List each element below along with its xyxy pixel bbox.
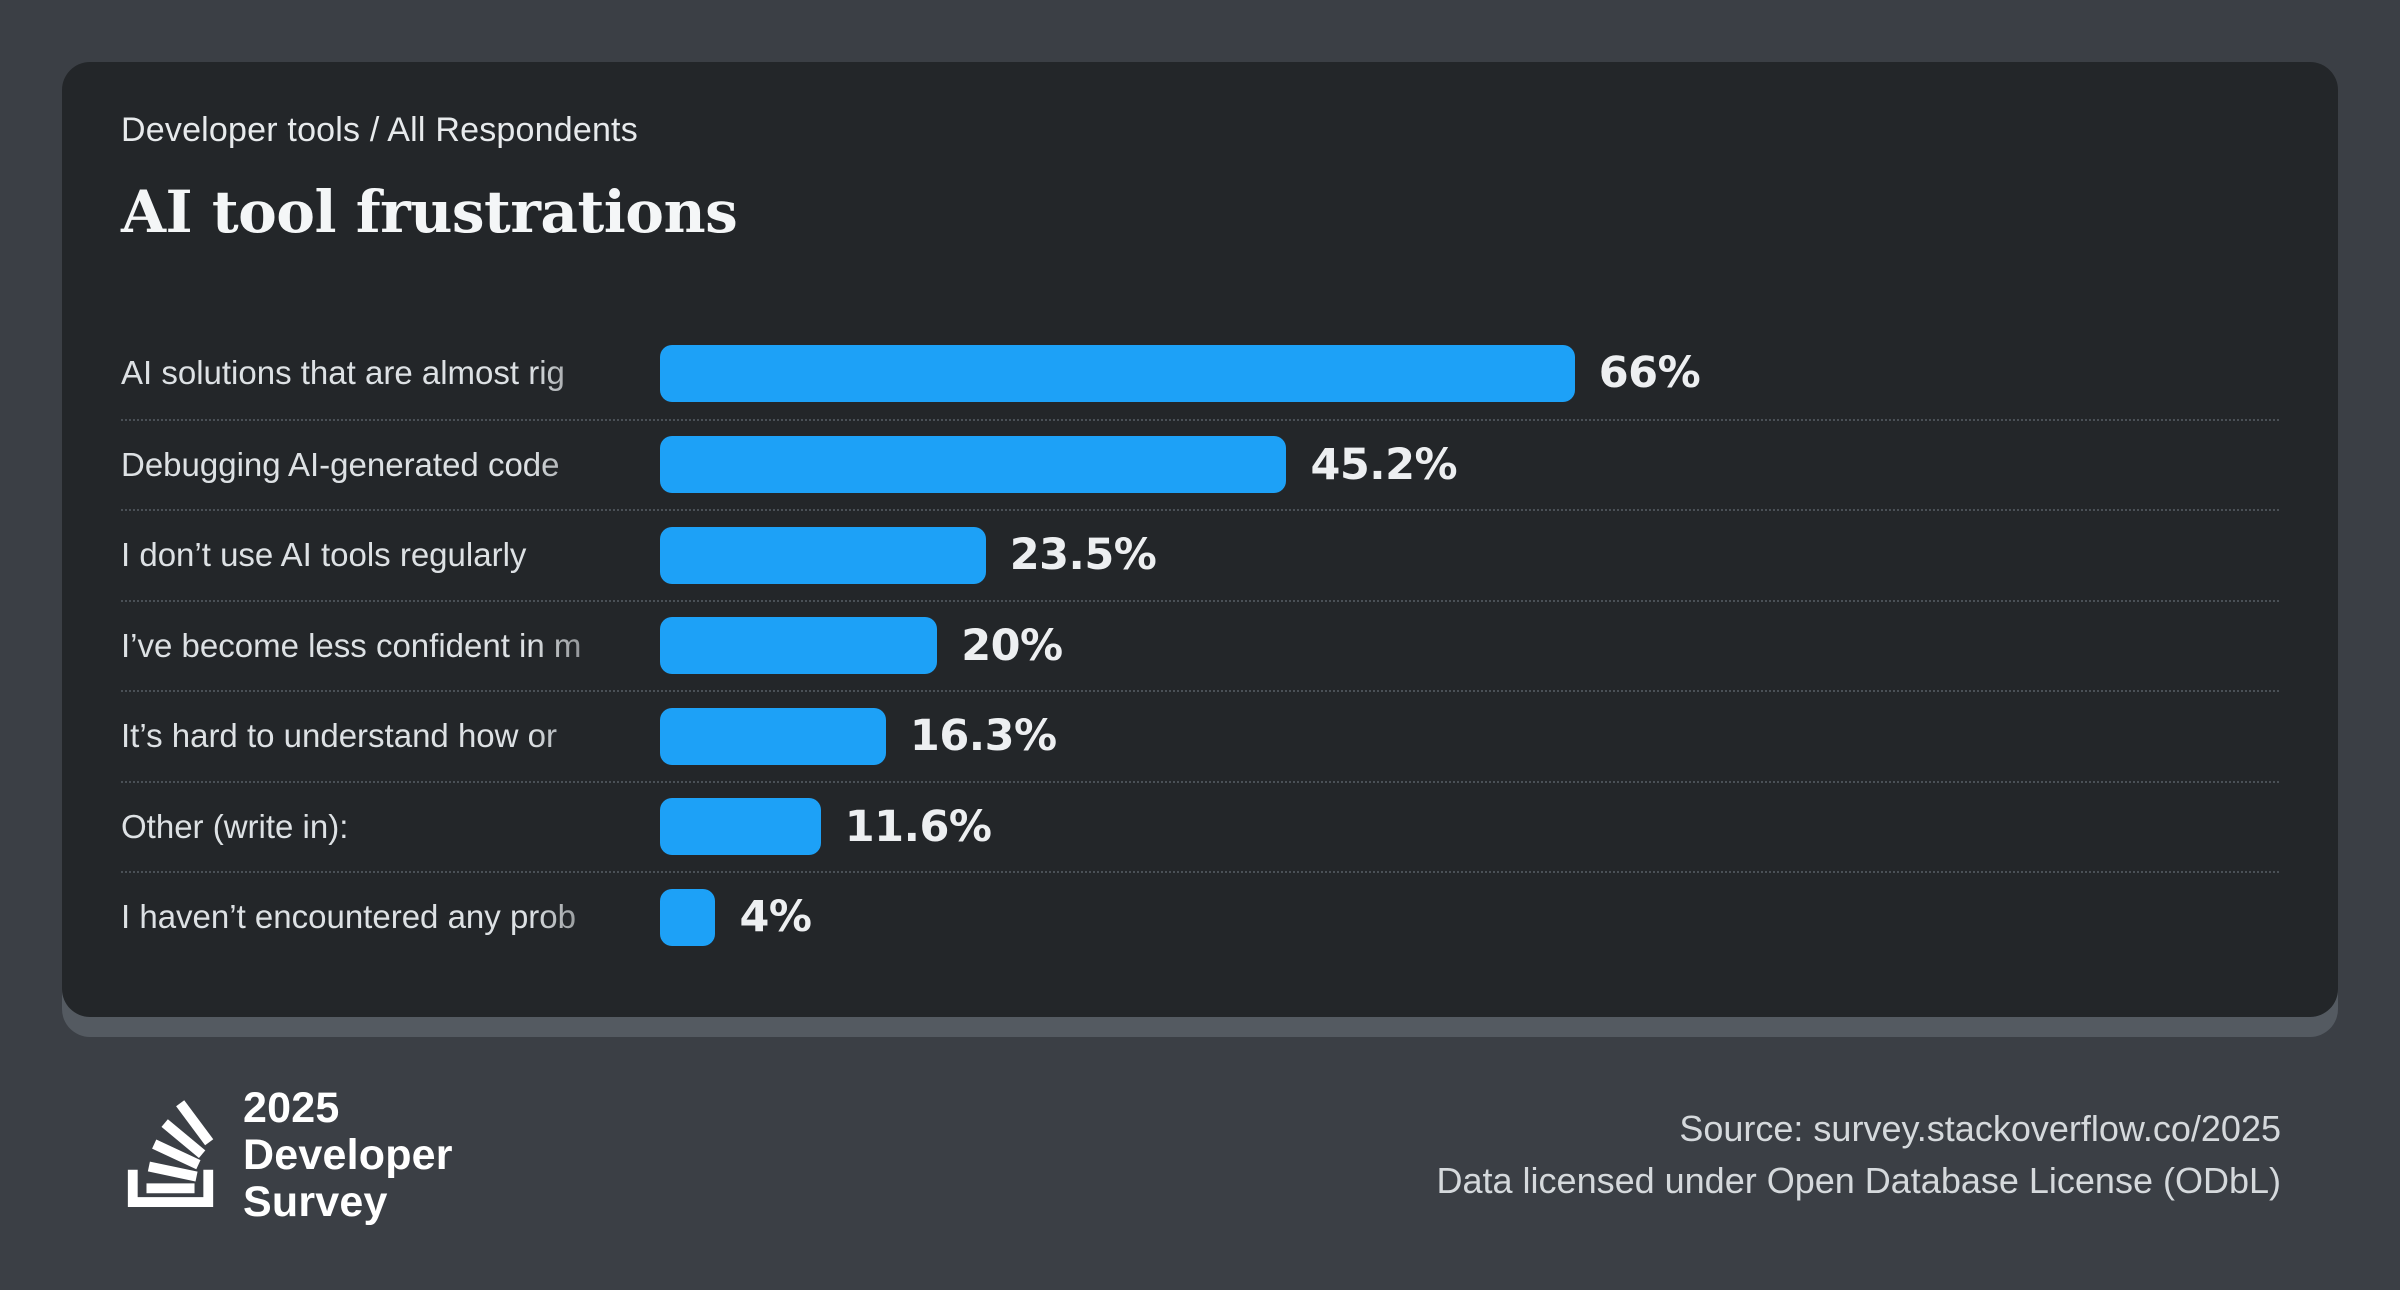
bar: [660, 344, 1575, 402]
category-label: Other (write in):: [121, 807, 349, 845]
chart-row: Debugging AI-generated code 45.2%: [121, 418, 2279, 510]
value-label: 16.3%: [909, 711, 1057, 762]
footer: 2025 Developer Survey Source: survey.sta…: [121, 1055, 2281, 1255]
brand-block: 2025 Developer Survey: [121, 1083, 453, 1226]
bar-area: 16.3%: [660, 707, 2279, 765]
source-line: Source: survey.stackoverflow.co/2025: [1679, 1108, 2281, 1149]
value-label: 45.2%: [1310, 439, 1458, 490]
chart-row: AI solutions that are almost rig 66%: [121, 328, 2279, 419]
bar-area: 66%: [660, 344, 2279, 402]
category-label: I don’t use AI tools regularly: [121, 536, 527, 574]
chart-row: I don’t use AI tools regularly 23.5%: [121, 509, 2279, 600]
category-label: It’s hard to understand how or: [121, 717, 557, 755]
bar-area: 20%: [660, 617, 2279, 675]
bar-area: 23.5%: [660, 526, 2279, 584]
bar: [660, 707, 886, 765]
breadcrumb: Developer tools / All Respondents: [121, 111, 638, 149]
bar: [660, 888, 716, 946]
value-label: 66%: [1598, 348, 1701, 399]
brand-line-year: 2025: [243, 1083, 340, 1132]
page-title: AI tool frustrations: [121, 178, 738, 246]
bar: [660, 436, 1287, 494]
bar: [660, 617, 938, 675]
stackoverflow-logo-icon: [121, 1089, 221, 1221]
category-label: Debugging AI-generated code: [121, 445, 560, 483]
value-label: 4%: [739, 892, 812, 943]
bar-area: 4%: [660, 888, 2279, 946]
chart-row: I’ve become less confident in m 20%: [121, 599, 2279, 691]
bar: [660, 798, 821, 856]
category-label: AI solutions that are almost rig: [121, 354, 565, 392]
bar-chart: AI solutions that are almost rig 66% Deb…: [121, 328, 2279, 962]
source-attribution: Source: survey.stackoverflow.co/2025 Dat…: [1437, 1103, 2282, 1207]
value-label: 20%: [961, 620, 1063, 671]
bar: [660, 526, 986, 584]
chart-row: I haven’t encountered any prob 4%: [121, 871, 2279, 962]
bar-area: 45.2%: [660, 436, 2279, 494]
value-label: 11.6%: [844, 801, 992, 852]
license-line: Data licensed under Open Database Licens…: [1436, 1160, 2282, 1201]
brand-line-developer: Developer: [243, 1130, 453, 1179]
value-label: 23.5%: [1009, 530, 1157, 581]
chart-card: Developer tools / All Respondents AI too…: [62, 62, 2338, 1017]
bar-area: 11.6%: [660, 798, 2279, 856]
brand-text: 2025 Developer Survey: [243, 1083, 453, 1226]
chart-row: Other (write in): 11.6%: [121, 780, 2279, 872]
chart-row: It’s hard to understand how or 16.3%: [121, 690, 2279, 781]
category-label: I haven’t encountered any prob: [121, 898, 576, 936]
category-label: I’ve become less confident in m: [121, 626, 582, 664]
brand-line-survey: Survey: [243, 1177, 388, 1226]
